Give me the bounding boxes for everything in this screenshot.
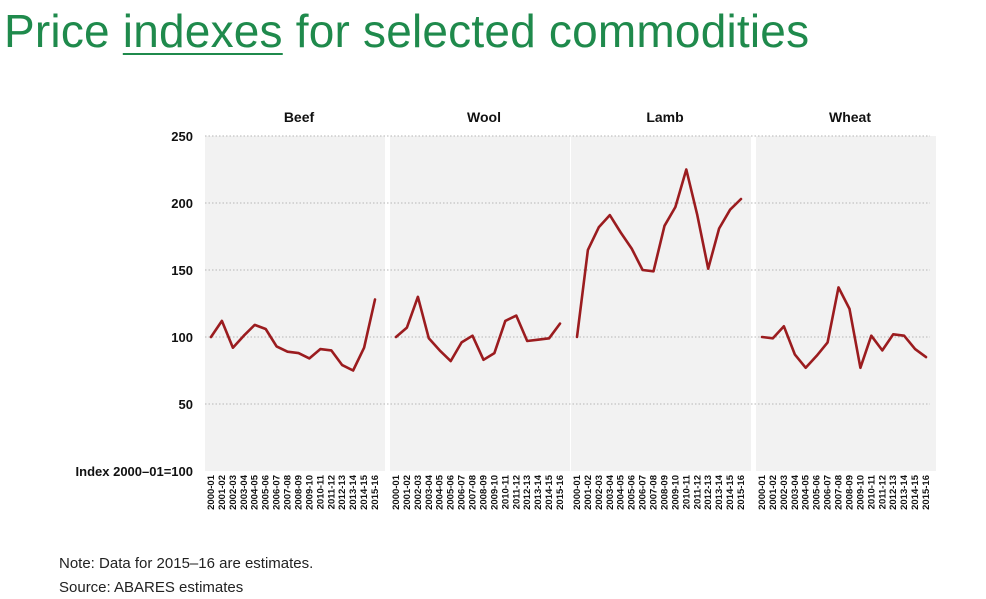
x-tick-label: 2012-13 xyxy=(337,475,348,510)
series-line-wheat xyxy=(760,286,928,370)
x-tick-label: 2003-04 xyxy=(239,474,250,510)
x-tick-label: 2008-09 xyxy=(844,475,855,510)
x-tick-label: 2011-12 xyxy=(692,475,703,509)
page-title: Price indexes for selected commodities xyxy=(4,4,809,58)
x-tick-label: 2008-09 xyxy=(659,475,670,510)
x-tick-label: 2005-06 xyxy=(812,475,823,510)
x-tick-label: 2007-08 xyxy=(834,475,845,510)
x-tick-label: 2001-02 xyxy=(402,475,413,510)
x-tick-label: 2015-16 xyxy=(370,475,381,510)
x-tick-label: 2011-12 xyxy=(326,475,337,509)
x-tick-label: 2009-10 xyxy=(304,475,315,510)
x-tick-label: 2004-05 xyxy=(250,474,261,510)
x-tick-label: 2010-11 xyxy=(681,474,692,509)
x-tick-label: 2004-05 xyxy=(616,474,627,510)
x-tick-label: 2011-12 xyxy=(511,475,522,509)
x-tick-label: 2005-06 xyxy=(261,475,272,510)
x-tick-label: 2009-10 xyxy=(670,475,681,510)
x-tick-label: 2003-04 xyxy=(424,474,435,510)
x-tick-label: 2004-05 xyxy=(801,474,812,510)
x-tick-label: 2012-13 xyxy=(888,475,899,510)
series-line-lamb xyxy=(575,168,743,339)
panel-title-wool: Wool xyxy=(467,109,501,125)
x-tick-label: 2001-02 xyxy=(583,475,594,510)
x-tick-label: 2002-03 xyxy=(413,475,424,510)
note-text: Note: Data for 2015–16 are estimates. xyxy=(59,555,314,572)
x-tick-label: 2014-15 xyxy=(910,474,921,510)
x-tick-label: 2003-04 xyxy=(605,474,616,510)
x-tick-label: 2001-02 xyxy=(768,475,779,510)
title-part-3: for selected commodities xyxy=(282,5,810,57)
x-tick-label: 2013-14 xyxy=(714,474,725,510)
x-tick-label: 2007-08 xyxy=(283,475,294,510)
x-tick-label: 2006-07 xyxy=(638,475,649,510)
x-tick-label: 2006-07 xyxy=(272,475,283,510)
x-tick-label: 2000-01 xyxy=(206,474,217,510)
x-tick-label: 2007-08 xyxy=(468,475,479,510)
x-tick-label: 2013-14 xyxy=(348,474,359,510)
panel-background xyxy=(571,136,751,471)
x-tick-label: 2000-01 xyxy=(757,474,768,510)
commodity-price-chart: 50 100 150 200 250 Index 2000–01=100 Beef 2000-… xyxy=(76,109,936,510)
x-tick-label: 2010-11 xyxy=(866,474,877,509)
x-tick-label: 2004-05 xyxy=(435,474,446,510)
y-tick-label: 150 xyxy=(171,263,193,278)
x-tick-label: 2001-02 xyxy=(217,475,228,510)
x-tick-label: 2007-08 xyxy=(649,475,660,510)
title-part-1: Price xyxy=(4,5,123,57)
x-tick-label: 2011-12 xyxy=(877,475,888,509)
x-tick-label: 2003-04 xyxy=(790,474,801,510)
y-tick-label: 100 xyxy=(171,330,193,345)
x-tick-label: 2014-15 xyxy=(725,474,736,510)
x-tick-label: 2002-03 xyxy=(594,475,605,510)
x-tick-label: 2002-03 xyxy=(779,475,790,510)
x-tick-label: 2015-16 xyxy=(736,475,747,510)
title-part-2: indexes xyxy=(122,5,283,57)
x-tick-label: 2006-07 xyxy=(457,475,468,510)
panel-title-beef: Beef xyxy=(284,109,315,125)
x-tick-label: 2002-03 xyxy=(228,475,239,510)
x-tick-label: 2015-16 xyxy=(555,475,566,510)
x-tick-label: 2000-01 xyxy=(391,474,402,510)
x-tick-label: 2010-11 xyxy=(500,474,511,509)
x-tick-label: 2014-15 xyxy=(544,474,555,510)
x-tick-label: 2005-06 xyxy=(627,475,638,510)
x-tick-label: 2015-16 xyxy=(921,475,932,510)
y-tick-label: 50 xyxy=(179,397,193,412)
x-tick-label: 2013-14 xyxy=(533,474,544,510)
panel-background xyxy=(205,136,385,471)
series-line-beef xyxy=(209,298,377,372)
x-tick-label: 2006-07 xyxy=(823,475,834,510)
x-tick-label: 2012-13 xyxy=(522,475,533,510)
y-axis-label: Index 2000–01=100 xyxy=(76,464,193,479)
x-tick-label: 2009-10 xyxy=(855,475,866,510)
series-line-wool xyxy=(394,295,562,363)
x-tick-label: 2008-09 xyxy=(293,475,304,510)
source-text: Source: ABARES estimates xyxy=(59,579,244,596)
x-tick-label: 2014-15 xyxy=(359,474,370,510)
x-tick-label: 2000-01 xyxy=(572,474,583,510)
y-tick-label: 200 xyxy=(171,196,193,211)
x-tick-label: 2012-13 xyxy=(703,475,714,510)
panel-title-wheat: Wheat xyxy=(829,109,871,125)
x-tick-label: 2010-11 xyxy=(315,474,326,509)
panel-title-lamb: Lamb xyxy=(646,109,683,125)
y-tick-label: 250 xyxy=(171,129,193,144)
x-tick-label: 2005-06 xyxy=(446,475,457,510)
panel-background xyxy=(390,136,570,471)
x-tick-label: 2013-14 xyxy=(899,474,910,510)
x-tick-label: 2009-10 xyxy=(489,475,500,510)
x-tick-label: 2008-09 xyxy=(478,475,489,510)
